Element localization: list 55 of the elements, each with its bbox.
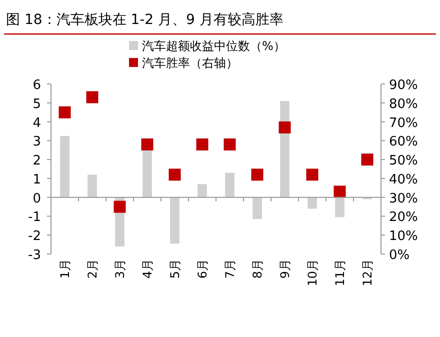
legend-label: 汽车超额收益中位数（%） xyxy=(142,39,286,53)
bar xyxy=(198,184,207,198)
point xyxy=(58,106,71,118)
y2-tick-label: 20% xyxy=(389,210,418,226)
bar xyxy=(335,197,344,218)
point xyxy=(168,168,181,181)
y2-tick-label: 90% xyxy=(389,78,418,93)
bar xyxy=(60,136,70,198)
point xyxy=(224,138,236,150)
y2-tick-label: 80% xyxy=(389,96,418,112)
point xyxy=(114,200,126,213)
y-tick-label: 4 xyxy=(32,116,41,131)
y-tick-label: 2 xyxy=(32,154,41,169)
point xyxy=(86,91,98,104)
x-tick-label: 4月 xyxy=(140,259,154,279)
y-tick-label: -1 xyxy=(28,210,41,226)
x-tick-label: 8月 xyxy=(250,259,264,279)
bar xyxy=(225,172,234,198)
point xyxy=(361,154,374,166)
point xyxy=(196,138,208,150)
x-tick-label: 1月 xyxy=(58,259,72,279)
y2-tick-label: 0% xyxy=(389,248,410,263)
point xyxy=(251,168,264,181)
y-tick-label: 1 xyxy=(32,172,41,188)
chart-title: 图 18：汽车板块在 1-2 月、9 月有较高胜率 xyxy=(6,12,284,28)
y-tick-label: -3 xyxy=(28,248,41,263)
y-tick-label: 3 xyxy=(32,134,41,150)
x-tick-label: 5月 xyxy=(168,259,182,279)
x-tick-label: 11月 xyxy=(332,259,347,286)
y2-tick-label: 50% xyxy=(389,154,418,169)
y2-tick-label: 30% xyxy=(389,191,418,206)
x-tick-label: 2月 xyxy=(85,259,100,279)
y2-tick-label: 40% xyxy=(389,172,418,188)
x-tick-label: 3月 xyxy=(112,259,127,279)
bar xyxy=(308,197,317,209)
y-tick-label: 6 xyxy=(32,78,41,93)
point xyxy=(334,186,346,198)
point xyxy=(306,168,318,181)
x-tick-label: 12月 xyxy=(360,259,374,286)
bar xyxy=(88,174,97,198)
y2-tick-label: 70% xyxy=(389,116,418,131)
x-tick-label: 9月 xyxy=(278,259,292,279)
point xyxy=(278,121,291,134)
y-tick-label: -2 xyxy=(28,229,41,244)
x-tick-label: 10月 xyxy=(305,259,320,286)
y2-tick-label: 10% xyxy=(389,229,418,244)
y2-tick-label: 60% xyxy=(389,134,418,150)
legend-label: 汽车胜率（右轴） xyxy=(142,56,238,70)
bar xyxy=(252,197,262,220)
point xyxy=(141,138,154,150)
y-tick-label: 5 xyxy=(32,96,41,112)
x-tick-label: 7月 xyxy=(222,259,237,279)
x-tick-label: 6月 xyxy=(195,259,210,279)
y-tick-label: 0 xyxy=(32,191,41,206)
bar xyxy=(170,197,180,244)
